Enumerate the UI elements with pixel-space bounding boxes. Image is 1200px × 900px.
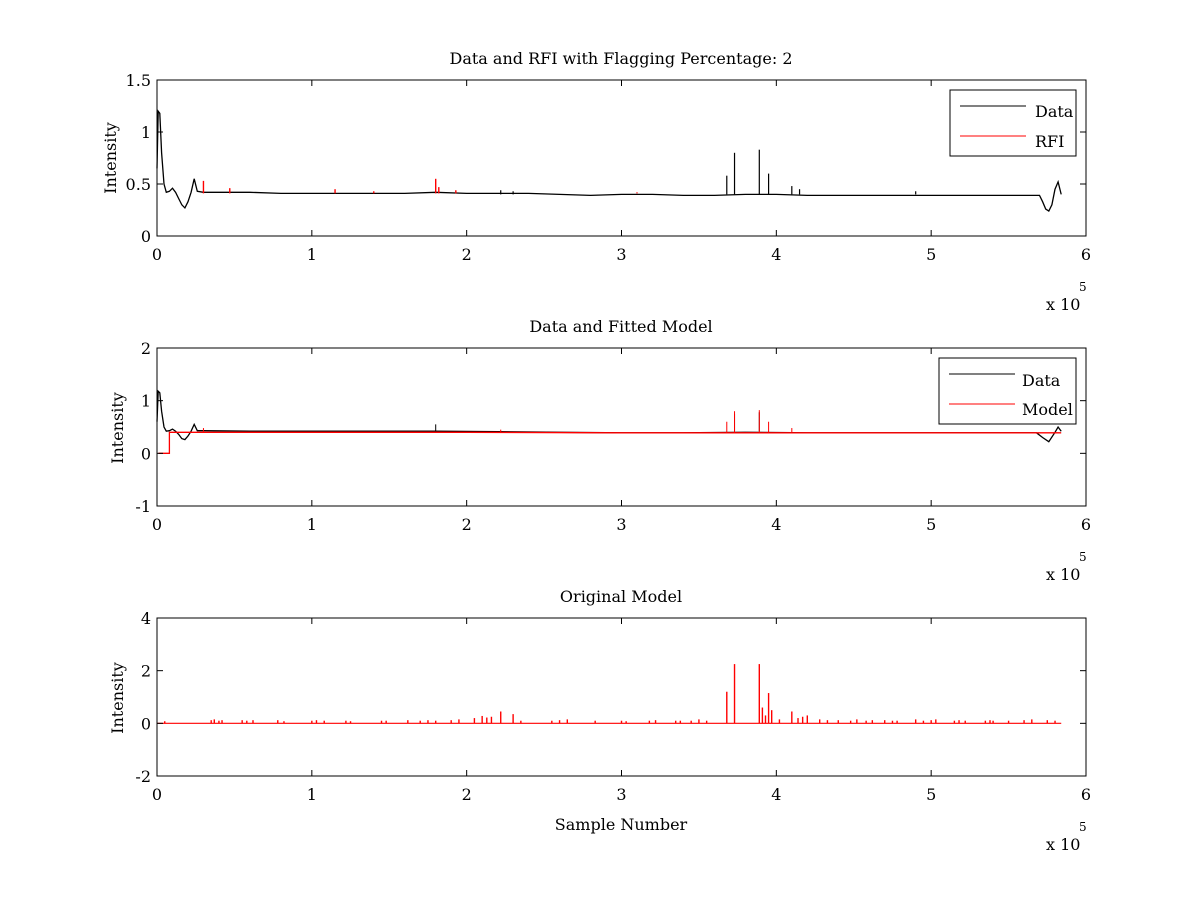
x-multiplier-base: x 10 — [1046, 295, 1080, 314]
chart-title: Data and RFI with Flagging Percentage: 2 — [449, 49, 792, 68]
x-tick-label: 5 — [926, 245, 936, 264]
x-multiplier-exponent: 5 — [1079, 550, 1087, 564]
x-multiplier-base: x 10 — [1046, 835, 1080, 854]
legend-label-rfi: RFI — [1035, 132, 1064, 151]
series-layer — [156, 109, 1062, 212]
x-tick-label: 1 — [307, 245, 317, 264]
x-multiplier-exponent: 5 — [1079, 820, 1087, 834]
x-tick-label: 6 — [1081, 515, 1091, 534]
y-axis-label: Intensity — [101, 122, 120, 194]
x-tick-label: 2 — [462, 515, 472, 534]
x-tick-label: 1 — [307, 515, 317, 534]
x-tick-label: 0 — [152, 245, 162, 264]
y-tick-label: -1 — [135, 497, 151, 516]
x-tick-label: 2 — [462, 245, 472, 264]
x-tick-label: 4 — [771, 785, 781, 804]
x-tick-label: 2 — [462, 785, 472, 804]
subplot-rfi: Data and RFI with Flagging Percentage: 2… — [101, 49, 1091, 314]
series-layer — [157, 664, 1062, 724]
y-tick-label: 1 — [141, 123, 151, 142]
x-tick-label: 0 — [152, 515, 162, 534]
subplot-fitted-model: Data and Fitted Model Intensity 0 1 2 3 4 5 6 -… — [108, 317, 1091, 584]
chart-title: Data and Fitted Model — [529, 317, 712, 336]
x-tick-label: 3 — [616, 245, 626, 264]
legend-label-model: Model — [1022, 400, 1073, 419]
y-tick-label: 0.5 — [126, 175, 151, 194]
y-tick-label: 2 — [141, 662, 151, 681]
chart-title: Original Model — [560, 587, 682, 606]
y-tick-label: 0 — [141, 714, 151, 733]
series-line-model — [158, 431, 1062, 454]
x-tick-label: 3 — [616, 515, 626, 534]
y-tick-label: 0 — [141, 444, 151, 463]
x-tick-label: 6 — [1081, 785, 1091, 804]
y-tick-label: 0 — [141, 227, 151, 246]
x-tick-label: 3 — [616, 785, 626, 804]
x-tick-label: 5 — [926, 515, 936, 534]
legend-box — [938, 357, 1077, 425]
y-tick-label: 4 — [141, 609, 151, 628]
legend-label-data: Data — [1035, 102, 1074, 121]
x-tick-label: 4 — [771, 515, 781, 534]
y-axis-label: Intensity — [108, 392, 127, 464]
x-tick-label: 1 — [307, 785, 317, 804]
y-tick-label: 1.5 — [126, 71, 151, 90]
tick-layer: 0 1 2 3 4 5 6 0 0.5 1 1.5 — [126, 71, 1092, 264]
legend: Data RFI — [949, 89, 1077, 157]
legend-box — [949, 89, 1077, 157]
y-axis-label: Intensity — [108, 662, 127, 734]
x-tick-label: 6 — [1081, 245, 1091, 264]
legend: Data Model — [938, 357, 1077, 425]
legend-label-data: Data — [1022, 371, 1061, 390]
y-tick-label: -2 — [135, 767, 151, 786]
series-layer — [156, 389, 1062, 454]
x-multiplier-exponent: 5 — [1079, 280, 1087, 294]
x-tick-label: 5 — [926, 785, 936, 804]
y-tick-label: 1 — [141, 392, 151, 411]
x-tick-label: 4 — [771, 245, 781, 264]
series-line-data — [156, 109, 1062, 212]
x-multiplier-base: x 10 — [1046, 565, 1080, 584]
x-axis-label: Sample Number — [555, 815, 688, 834]
x-tick-label: 0 — [152, 785, 162, 804]
y-tick-label: 2 — [141, 339, 151, 358]
